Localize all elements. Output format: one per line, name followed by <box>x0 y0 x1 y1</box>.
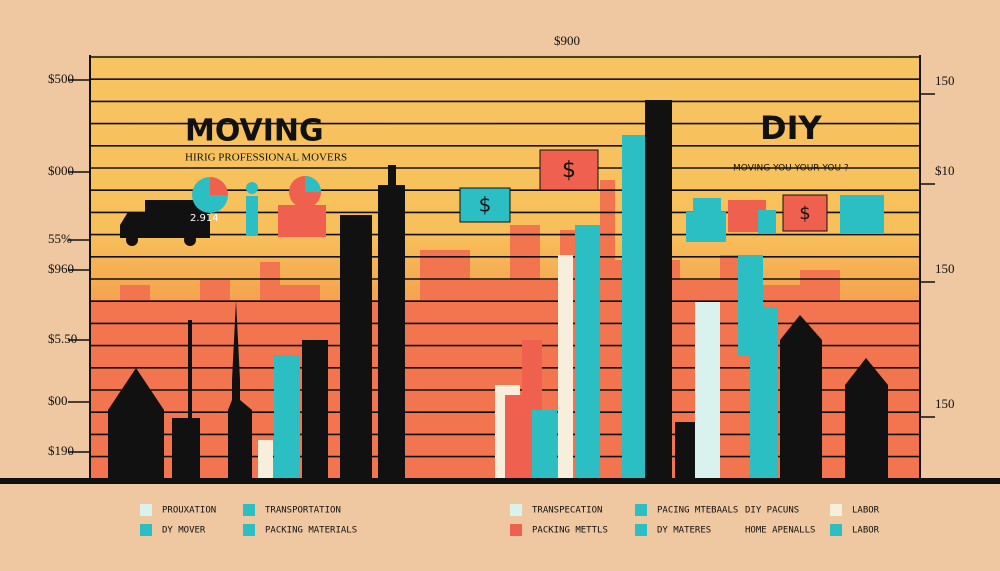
left-axis-label: $00 <box>48 393 68 408</box>
right-axis-label: 150 <box>935 73 955 88</box>
legend-label: LABOR <box>852 506 880 516</box>
tower <box>228 300 252 480</box>
bar <box>340 215 372 480</box>
right-axis-label: $10 <box>935 163 955 178</box>
right-axis-label: 150 <box>935 396 955 411</box>
moving-chart-label: 2.914 <box>190 213 219 224</box>
legend-swatch <box>140 504 152 516</box>
bar <box>645 100 672 480</box>
bar <box>274 355 300 480</box>
moving-title: MOVING <box>185 114 324 149</box>
legend-label: PROUXATION <box>162 506 216 516</box>
left-axis-label: $500 <box>48 71 74 86</box>
legend-swatch <box>635 504 647 516</box>
bar <box>558 255 573 480</box>
legend-swatch <box>510 504 522 516</box>
legend-label: DY MOVER <box>162 526 206 536</box>
svg-text:$: $ <box>562 158 576 183</box>
tower <box>378 165 405 480</box>
legend-label: TRANSPORTATION <box>265 506 341 516</box>
legend-label: PACKING METTLS <box>532 526 608 536</box>
building <box>845 358 888 480</box>
bar <box>695 302 720 480</box>
top-label: $900 <box>554 33 580 48</box>
diy-title: DIY <box>760 109 822 147</box>
bar <box>302 340 328 480</box>
legend-swatch <box>510 524 522 536</box>
building <box>780 315 822 480</box>
left-axis-label: $190 <box>48 443 74 458</box>
legend-swatch <box>635 524 647 536</box>
legend-swatch <box>830 524 842 536</box>
legend-swatch <box>140 524 152 536</box>
legend-label: DIY PACUNS <box>745 506 799 516</box>
svg-text:$: $ <box>799 203 810 224</box>
bars <box>108 100 888 480</box>
bar <box>258 440 273 480</box>
antenna <box>188 320 192 420</box>
moving-icons: $ $ <box>120 149 599 246</box>
building <box>108 368 164 480</box>
left-axis-label: $5.50 <box>48 331 77 346</box>
legend-label: HOME APENALLS <box>745 526 815 536</box>
bar <box>532 410 557 480</box>
legend: PROUXATION DY MOVER TRANSPORTATION PACKING … <box>140 504 880 536</box>
moving-subtitle: HIRIG PROFESSIONAL MOVERS <box>185 152 347 164</box>
left-axis-label: $960 <box>48 261 74 276</box>
legend-swatch <box>243 524 255 536</box>
legend-label: PACING MTEBAALS <box>657 506 738 516</box>
bar <box>622 135 645 480</box>
bar <box>750 307 778 480</box>
diy-icons: $ <box>686 194 884 242</box>
bar <box>675 422 697 480</box>
legend-label: PACKING MATERIALS <box>265 526 357 536</box>
legend-label: LABOR <box>852 526 880 536</box>
baseline <box>0 478 1000 484</box>
diy-subtitle: MOVING YOU YOUR YOU ? <box>733 164 849 174</box>
left-axis-label: $000 <box>48 163 74 178</box>
axes: $500 $000 55% $960 $5.50 $00 $190 150 $10 150 150 <box>48 71 955 458</box>
legend-swatch <box>830 504 842 516</box>
left-axis-label: 55% <box>48 231 72 246</box>
legend-label: DY MATERES <box>657 526 711 536</box>
right-axis-label: 150 <box>935 261 955 276</box>
legend-swatch <box>243 504 255 516</box>
building <box>172 418 200 480</box>
svg-text:$: $ <box>479 193 492 217</box>
bar <box>575 225 600 480</box>
legend-label: TRANSPECATION <box>532 506 602 516</box>
